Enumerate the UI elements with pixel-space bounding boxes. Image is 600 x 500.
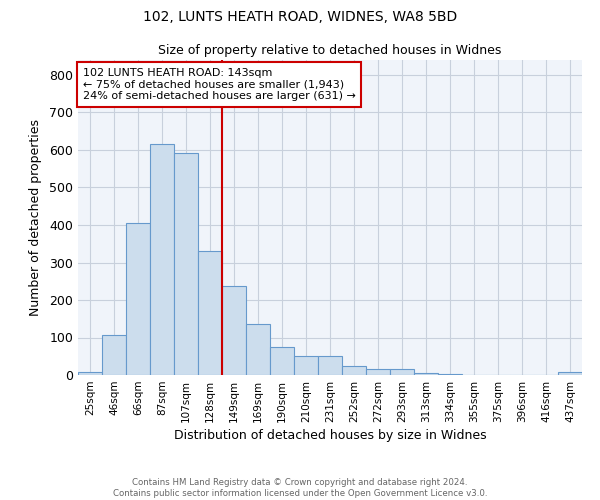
Bar <box>150 144 174 375</box>
Title: Size of property relative to detached houses in Widnes: Size of property relative to detached ho… <box>158 44 502 58</box>
Y-axis label: Number of detached properties: Number of detached properties <box>29 119 42 316</box>
Bar <box>318 356 342 375</box>
Text: Contains HM Land Registry data © Crown copyright and database right 2024.
Contai: Contains HM Land Registry data © Crown c… <box>113 478 487 498</box>
Bar <box>198 250 222 375</box>
Text: 102 LUNTS HEATH ROAD: 143sqm
← 75% of detached houses are smaller (1,943)
24% of: 102 LUNTS HEATH ROAD: 143sqm ← 75% of de… <box>83 68 356 101</box>
Bar <box>438 374 462 375</box>
Text: 102, LUNTS HEATH ROAD, WIDNES, WA8 5BD: 102, LUNTS HEATH ROAD, WIDNES, WA8 5BD <box>143 10 457 24</box>
Bar <box>414 373 438 375</box>
Bar <box>270 346 294 375</box>
Bar <box>174 154 198 375</box>
Bar <box>78 372 102 375</box>
Bar <box>390 369 414 375</box>
Bar <box>246 324 270 375</box>
Bar <box>126 224 150 375</box>
X-axis label: Distribution of detached houses by size in Widnes: Distribution of detached houses by size … <box>173 429 487 442</box>
Bar <box>222 286 246 375</box>
Bar <box>366 369 390 375</box>
Bar <box>558 372 582 375</box>
Bar <box>102 335 126 375</box>
Bar <box>342 366 366 375</box>
Bar <box>294 356 318 375</box>
